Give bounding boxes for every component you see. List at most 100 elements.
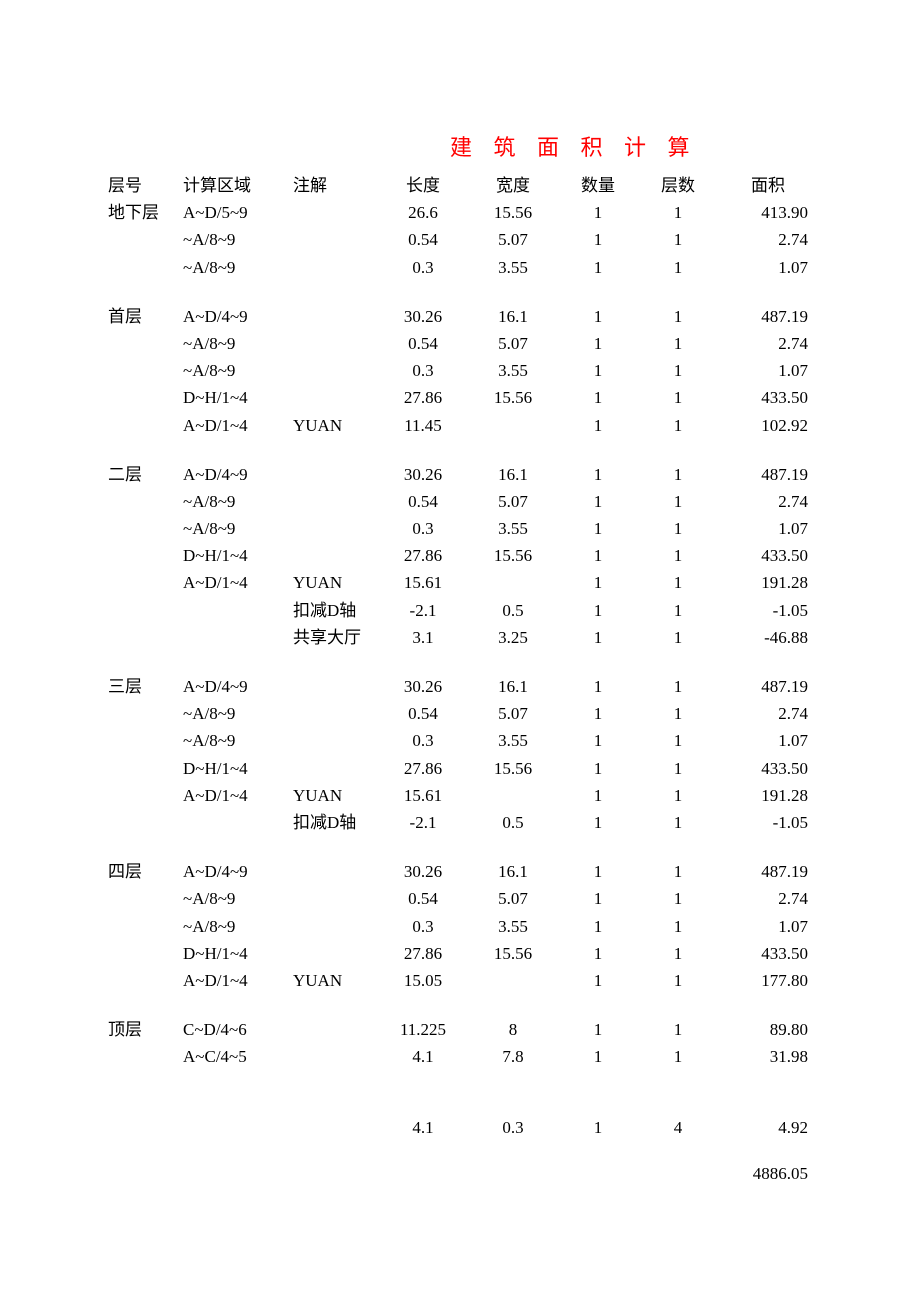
cell-area: 31.98 bbox=[718, 1043, 818, 1070]
cell-floor: 地下层 bbox=[108, 199, 183, 226]
table-row: 顶层C~D/4~611.22581189.80 bbox=[108, 1016, 920, 1043]
cell-length: -2.1 bbox=[378, 809, 468, 836]
cell-width bbox=[468, 412, 558, 439]
cell-width: 16.1 bbox=[468, 673, 558, 700]
table-row: ~A/8~90.33.55111.07 bbox=[108, 727, 920, 754]
cell-layer: 1 bbox=[638, 254, 718, 281]
cell-floor bbox=[108, 885, 183, 912]
cell-qty: 1 bbox=[558, 515, 638, 542]
cell-width: 16.1 bbox=[468, 858, 558, 885]
cell-length: 11.225 bbox=[378, 1016, 468, 1043]
cell-length: 0.54 bbox=[378, 330, 468, 357]
table-row: ~A/8~90.545.07112.74 bbox=[108, 700, 920, 727]
cell-floor bbox=[108, 254, 183, 281]
cell-layer: 1 bbox=[638, 542, 718, 569]
cell-region bbox=[183, 597, 293, 624]
cell-note bbox=[293, 1114, 378, 1141]
cell-width: 8 bbox=[468, 1016, 558, 1043]
cell-width: 15.56 bbox=[468, 940, 558, 967]
cell-qty: 1 bbox=[558, 858, 638, 885]
table-row: 四层A~D/4~930.2616.111487.19 bbox=[108, 858, 920, 885]
cell-layer: 1 bbox=[638, 330, 718, 357]
cell-note bbox=[293, 940, 378, 967]
cell-note bbox=[293, 357, 378, 384]
cell-width: 3.25 bbox=[468, 624, 558, 651]
cell-length: -2.1 bbox=[378, 597, 468, 624]
cell-floor: 顶层 bbox=[108, 1016, 183, 1043]
cell-region: A~D/1~4 bbox=[183, 569, 293, 596]
cell-region: ~A/8~9 bbox=[183, 357, 293, 384]
cell-layer: 1 bbox=[638, 461, 718, 488]
cell-length: 0.3 bbox=[378, 254, 468, 281]
cell-layer: 1 bbox=[638, 809, 718, 836]
cell-width: 3.55 bbox=[468, 515, 558, 542]
cell-floor bbox=[108, 330, 183, 357]
cell-qty: 1 bbox=[558, 357, 638, 384]
table-row: ~A/8~90.33.55111.07 bbox=[108, 515, 920, 542]
cell-area: 1.07 bbox=[718, 254, 818, 281]
cell-width: 15.56 bbox=[468, 199, 558, 226]
cell-width: 16.1 bbox=[468, 461, 558, 488]
cell-layer: 1 bbox=[638, 885, 718, 912]
cell-note bbox=[293, 542, 378, 569]
cell-qty: 1 bbox=[558, 1016, 638, 1043]
cell-length: 0.3 bbox=[378, 913, 468, 940]
cell-region: D~H/1~4 bbox=[183, 542, 293, 569]
cell-width: 0.3 bbox=[468, 1114, 558, 1141]
cell-note: 扣减D轴 bbox=[293, 809, 378, 836]
cell-area: 487.19 bbox=[718, 858, 818, 885]
cell-area: 433.50 bbox=[718, 755, 818, 782]
cell-region: D~H/1~4 bbox=[183, 940, 293, 967]
cell-length: 15.05 bbox=[378, 967, 468, 994]
cell-width: 15.56 bbox=[468, 384, 558, 411]
cell-region: ~A/8~9 bbox=[183, 226, 293, 253]
cell-note bbox=[293, 727, 378, 754]
cell-note: 共享大厅 bbox=[293, 624, 378, 651]
cell-floor bbox=[108, 913, 183, 940]
cell-layer: 1 bbox=[638, 755, 718, 782]
cell-region: A~D/1~4 bbox=[183, 967, 293, 994]
cell-region: ~A/8~9 bbox=[183, 488, 293, 515]
cell-width: 5.07 bbox=[468, 330, 558, 357]
cell-qty: 1 bbox=[558, 226, 638, 253]
cell-region: A~D/4~9 bbox=[183, 858, 293, 885]
cell-layer: 4 bbox=[638, 1114, 718, 1141]
cell-region: A~D/1~4 bbox=[183, 412, 293, 439]
cell-area: 433.50 bbox=[718, 940, 818, 967]
table-row: D~H/1~427.8615.5611433.50 bbox=[108, 384, 920, 411]
calc-table: 层号 计算区域 注解 长度 宽度 数量 层数 面积 地下层A~D/5~926.6… bbox=[108, 172, 920, 1187]
cell-area: 191.28 bbox=[718, 782, 818, 809]
table-row: 三层A~D/4~930.2616.111487.19 bbox=[108, 673, 920, 700]
cell-length: 15.61 bbox=[378, 782, 468, 809]
cell-length: 30.26 bbox=[378, 461, 468, 488]
cell-qty: 1 bbox=[558, 940, 638, 967]
cell-note bbox=[293, 913, 378, 940]
cell-qty: 1 bbox=[558, 597, 638, 624]
cell-region: ~A/8~9 bbox=[183, 700, 293, 727]
cell-area: 433.50 bbox=[718, 384, 818, 411]
cell-layer: 1 bbox=[638, 488, 718, 515]
cell-region bbox=[183, 809, 293, 836]
cell-floor bbox=[108, 940, 183, 967]
cell-floor bbox=[108, 384, 183, 411]
cell-floor bbox=[108, 809, 183, 836]
cell-qty: 1 bbox=[558, 488, 638, 515]
cell-qty: 1 bbox=[558, 1043, 638, 1070]
cell-length: 30.26 bbox=[378, 858, 468, 885]
cell-qty: 1 bbox=[558, 303, 638, 330]
table-row: ~A/8~90.33.55111.07 bbox=[108, 357, 920, 384]
header-region: 计算区域 bbox=[183, 172, 293, 199]
table-row: ~A/8~90.545.07112.74 bbox=[108, 330, 920, 357]
cell-width bbox=[468, 967, 558, 994]
cell-qty: 1 bbox=[558, 569, 638, 596]
cell-width: 5.07 bbox=[468, 226, 558, 253]
cell-region bbox=[183, 624, 293, 651]
cell-note: YUAN bbox=[293, 967, 378, 994]
cell-area: 1.07 bbox=[718, 515, 818, 542]
cell-note bbox=[293, 858, 378, 885]
cell-region: ~A/8~9 bbox=[183, 330, 293, 357]
cell-qty: 1 bbox=[558, 673, 638, 700]
cell-length: 0.3 bbox=[378, 727, 468, 754]
cell-note bbox=[293, 1043, 378, 1070]
cell-floor bbox=[108, 755, 183, 782]
